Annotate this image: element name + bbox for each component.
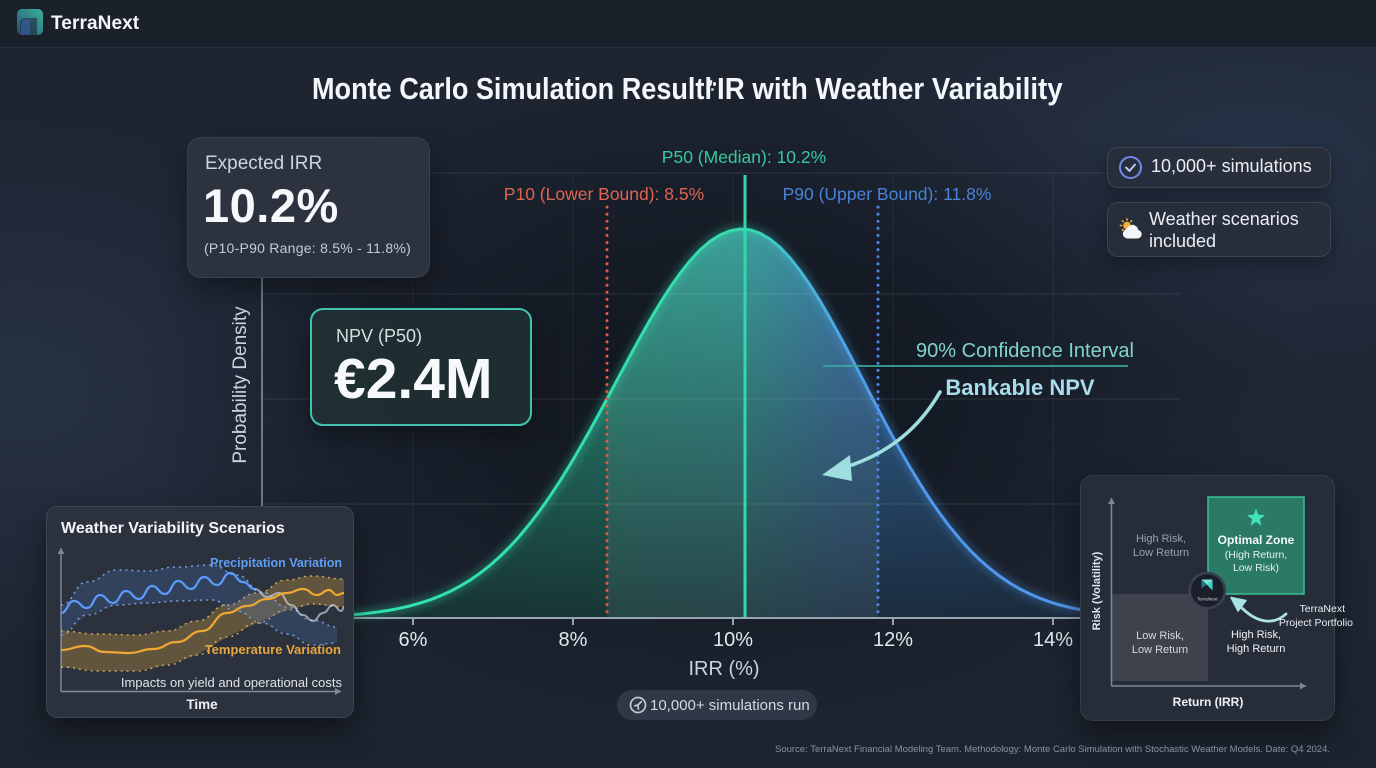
svg-text:Probability Density: Probability Density	[230, 306, 251, 464]
svg-text:Optimal Zone: Optimal Zone	[1218, 533, 1295, 547]
svg-text:P90 (Upper Bound): 11.8%: P90 (Upper Bound): 11.8%	[783, 184, 992, 204]
svg-text:High Risk,: High Risk,	[1136, 533, 1186, 545]
svg-text:14%: 14%	[1033, 629, 1073, 651]
svg-text:Return (IRR): Return (IRR)	[1173, 695, 1244, 709]
svg-text:(High Return,: (High Return,	[1225, 549, 1287, 561]
svg-text:6%: 6%	[399, 629, 428, 651]
svg-text:8%: 8%	[559, 629, 588, 651]
svg-text:Low Return: Low Return	[1132, 644, 1188, 656]
svg-text:12%: 12%	[873, 629, 913, 651]
svg-text:90% Confidence Interval: 90% Confidence Interval	[916, 340, 1134, 362]
svg-text:Precipitation Variation: Precipitation Variation	[210, 556, 342, 570]
svg-text:Time: Time	[186, 697, 218, 712]
svg-text:High Return: High Return	[1227, 643, 1286, 655]
svg-text:Bankable NPV: Bankable NPV	[945, 375, 1094, 400]
svg-text:Low Return: Low Return	[1133, 547, 1189, 559]
svg-text:Impacts on yield and operation: Impacts on yield and operational costs	[121, 675, 343, 690]
svg-text:P10 (Lower Bound): 8.5%: P10 (Lower Bound): 8.5%	[504, 184, 704, 204]
svg-text:Risk (Volatility): Risk (Volatility)	[1091, 551, 1103, 630]
svg-text:High Risk,: High Risk,	[1231, 629, 1281, 641]
svg-text:Low Risk,: Low Risk,	[1136, 630, 1184, 642]
svg-text:Temperature Variation: Temperature Variation	[205, 642, 341, 657]
svg-text:TerraNext: TerraNext	[1299, 603, 1345, 615]
svg-text:P50 (Median): 10.2%: P50 (Median): 10.2%	[662, 147, 826, 167]
svg-text:IRR (%): IRR (%)	[688, 658, 759, 680]
svg-text:Project Portfolio: Project Portfolio	[1279, 617, 1353, 629]
svg-text:10%: 10%	[713, 629, 753, 651]
svg-text:Low Risk): Low Risk)	[1233, 562, 1279, 574]
svg-text:TerraNext: TerraNext	[1197, 597, 1218, 603]
